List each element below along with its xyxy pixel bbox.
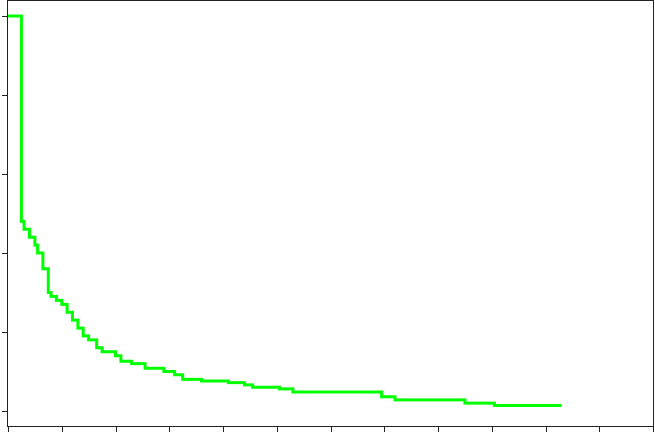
series-layer: [8, 14, 562, 407]
x-axis-ticks: [8, 426, 654, 432]
series-line: [8, 14, 562, 407]
y-axis-ticks: [2, 16, 8, 412]
plot-frame: [7, 0, 654, 427]
